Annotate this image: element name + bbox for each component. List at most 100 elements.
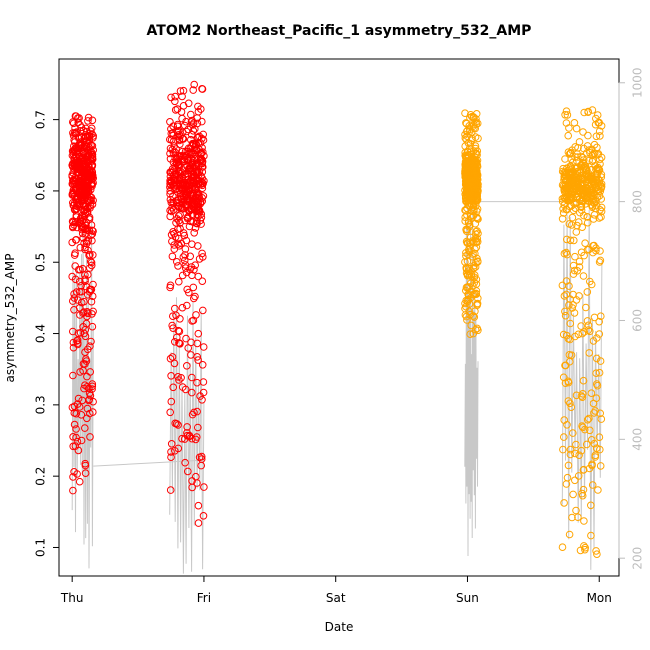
scatter-point — [175, 162, 184, 170]
scatter-point — [72, 128, 81, 136]
scatter-point — [584, 131, 592, 140]
scatter-point — [77, 144, 85, 152]
scatter-point — [462, 119, 471, 128]
scatter-point — [463, 283, 472, 291]
y2-tick-label: 200 — [631, 547, 645, 570]
scatter-point — [583, 218, 592, 227]
scatter-point — [579, 466, 588, 474]
scatter-point — [593, 550, 601, 559]
scatter-point — [574, 218, 583, 226]
scatter-point — [586, 186, 595, 195]
scatter-point — [83, 414, 91, 423]
scatter-point — [166, 206, 174, 215]
scatter-point — [183, 429, 191, 437]
x-tick-label: Thu — [60, 591, 84, 605]
scatter-point — [581, 200, 590, 208]
scatter-point — [571, 476, 579, 485]
scatter-point — [79, 360, 88, 368]
scatter-point — [563, 235, 571, 244]
scatter-point — [592, 354, 601, 363]
scatter-point — [561, 311, 570, 320]
scatter-point — [589, 156, 597, 164]
scatter-point — [575, 138, 584, 146]
scatter-point — [463, 270, 472, 279]
x-tick-label: Fri — [197, 591, 211, 605]
scatter-point — [177, 374, 185, 382]
scatter-point — [71, 275, 80, 284]
y2-tick-label: 800 — [631, 190, 645, 213]
scatter-point — [466, 330, 475, 339]
scatter-point — [469, 211, 478, 220]
scatter-point — [167, 453, 175, 462]
scatter-point — [587, 174, 596, 183]
scatter-point — [462, 286, 470, 295]
scatter-point — [558, 195, 567, 203]
scatter-point — [567, 169, 576, 177]
scatter-point — [172, 420, 181, 428]
scatter-point — [597, 173, 606, 181]
scatter-point — [77, 436, 86, 445]
scatter-point — [560, 416, 569, 424]
scatter-point — [183, 362, 191, 370]
scatter-point — [168, 353, 177, 361]
scatter-point — [199, 306, 207, 315]
scatter-point — [592, 114, 600, 123]
data-points — [68, 80, 606, 559]
scatter-point — [88, 292, 97, 301]
scatter-point — [564, 148, 573, 156]
scatter-point — [586, 327, 594, 336]
scatter-point — [169, 137, 178, 146]
scatter-point — [575, 184, 584, 193]
scatter-point — [568, 170, 576, 178]
scatter-point — [589, 399, 598, 408]
scatter-point — [174, 212, 183, 220]
scatter-point — [75, 304, 84, 312]
scatter-point — [176, 87, 185, 95]
scatter-point — [167, 207, 176, 216]
scatter-point — [89, 280, 97, 289]
scatter-point — [166, 190, 174, 198]
scatter-point — [87, 297, 96, 306]
scatter-point — [179, 86, 188, 95]
scatter-point — [174, 373, 182, 381]
scatter-point — [69, 371, 77, 380]
scatter-point — [473, 151, 481, 159]
scatter-point — [596, 409, 605, 418]
scatter-point — [579, 376, 588, 385]
scatter-point — [579, 423, 587, 432]
scatter-point — [591, 451, 600, 460]
scatter-point — [597, 312, 605, 321]
scatter-point — [72, 161, 80, 169]
scatter-point — [472, 227, 480, 236]
scatter-point — [590, 149, 599, 158]
scatter-point — [189, 121, 197, 129]
scatter-point — [594, 486, 602, 494]
scatter-point — [190, 155, 199, 163]
scatter-point — [572, 124, 581, 133]
scatter-point — [171, 447, 179, 455]
scatter-point — [73, 223, 81, 232]
scatter-point — [592, 547, 600, 555]
scatter-point — [194, 272, 203, 281]
scatter-point — [81, 325, 90, 334]
scatter-point — [180, 256, 189, 265]
scatter-point — [579, 485, 588, 494]
scatter-point — [80, 163, 88, 171]
scatter-point — [83, 312, 91, 321]
scatter-point — [76, 243, 85, 252]
scatter-point — [178, 303, 187, 312]
scatter-point — [83, 237, 91, 246]
scatter-point — [569, 158, 577, 167]
scatter-point — [587, 501, 595, 510]
scatter-point — [72, 112, 80, 120]
scatter-point — [463, 127, 472, 135]
scatter-point — [467, 128, 476, 137]
scatter-point — [82, 239, 91, 248]
scatter-point — [574, 472, 583, 480]
scatter-point — [181, 264, 190, 272]
scatter-point — [180, 231, 189, 240]
scatter-point — [472, 243, 481, 252]
scatter-point — [585, 182, 594, 191]
scatter-point — [575, 257, 584, 266]
scatter-point — [176, 152, 185, 161]
